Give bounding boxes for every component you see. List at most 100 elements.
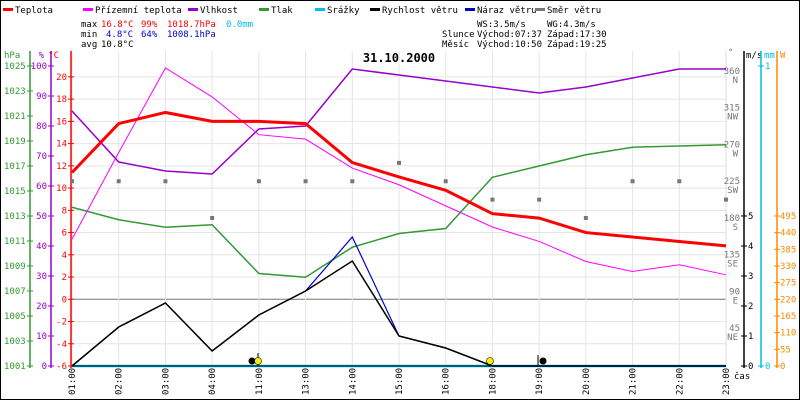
moonset-icon (540, 358, 547, 365)
legend-label: Tlak (271, 6, 293, 16)
pressure-tick-label: 1023 (4, 87, 26, 97)
precip-tick-label: 0 (765, 362, 770, 372)
x-tick-label: 23:00 (722, 368, 732, 395)
min-label: min (81, 30, 97, 40)
solar-tick-label: 275 (780, 279, 796, 289)
wind-direction-point (257, 179, 261, 183)
legend-swatch (535, 8, 545, 11)
sun-label: Slunce (442, 30, 475, 40)
humidity-tick-label: 0 (42, 362, 47, 372)
wind-tick-label: 1 (748, 332, 753, 342)
direction-compass-label: W (733, 149, 739, 159)
direction-compass-label: NE (727, 333, 738, 343)
temperature-tick-label: 6 (62, 229, 67, 239)
moon-label: Měsíc (442, 40, 469, 50)
temperature-tick-label: 4 (62, 251, 67, 261)
max-temp: 16.8°C (101, 20, 134, 30)
direction-compass-label: E (733, 296, 738, 306)
temperature-tick-label: 8 (62, 206, 67, 216)
wind-direction-point (677, 179, 681, 183)
x-tick-label: 02:00 (115, 368, 125, 395)
pressure-tick-label: 1009 (4, 262, 26, 272)
legend-swatch (3, 8, 13, 11)
solar-tick-label: 0 (780, 362, 785, 372)
wind-direction-point (397, 161, 401, 165)
max-precip: 0.0mm (226, 20, 253, 30)
direction-compass-label: NW (727, 113, 738, 123)
moonrise: Východ:10:50 (477, 40, 542, 50)
x-axis-label: čas (734, 371, 750, 382)
wind-tick-label: 3 (748, 272, 753, 282)
wind-tick-label: 2 (748, 302, 753, 312)
max-humidity: 99% (141, 20, 158, 30)
min-temp: 4.8°C (106, 30, 133, 40)
pressure-tick-label: 1025 (4, 62, 26, 72)
precip-tick-label: 1 (765, 62, 770, 72)
x-tick-label: 16:00 (442, 368, 452, 395)
solar-tick-label: 330 (780, 262, 796, 272)
x-tick-label: 18:00 (488, 368, 498, 395)
legend-swatch (83, 8, 93, 11)
temperature-axis-unit: °C (48, 51, 59, 61)
pressure-tick-label: 1007 (4, 287, 26, 297)
pressure-tick-label: 1005 (4, 312, 26, 322)
wind-direction-point (631, 179, 635, 183)
temperature-tick-label: 12 (56, 162, 67, 172)
x-tick-label: 19:00 (535, 368, 545, 395)
wind-direction-point (304, 179, 308, 183)
pressure-tick-label: 1001 (4, 362, 26, 372)
sun-moon-markers (249, 353, 547, 366)
legend-label: Náraz větru (477, 6, 537, 16)
direction-compass-label: SW (727, 186, 738, 196)
sunset: Západ:17:30 (547, 30, 607, 40)
humidity-tick-label: 70 (36, 152, 47, 162)
humidity-axis-unit: % (39, 51, 45, 61)
temperature-tick-label: 0 (62, 295, 67, 305)
stats-block: max 16.8°C 99% 1018.7hPa 0.0mm min 4.8°C… (81, 20, 607, 50)
x-tick-label: 04:00 (208, 368, 218, 395)
solar-tick-label: 440 (780, 229, 796, 239)
humidity-tick-label: 20 (36, 302, 47, 312)
temperature-tick-label: -4 (56, 340, 67, 350)
wind-direction-point (70, 179, 74, 183)
legend-label: Přízemní teplota (95, 6, 182, 16)
wind-direction-point (117, 179, 121, 183)
solar-tick-label: 55 (780, 345, 791, 355)
x-tick-label: 11:00 (255, 368, 265, 395)
wind-direction-point (350, 179, 354, 183)
temperature-tick-label: -6 (56, 362, 67, 372)
sunrise: Východ:07:37 (477, 30, 542, 40)
temperature-tick-label: 10 (56, 184, 67, 194)
min-pressure: 1008.1hPa (167, 30, 216, 40)
solar-tick-label: 385 (780, 245, 796, 255)
legend-swatch (188, 8, 198, 11)
x-tick-label: 22:00 (675, 368, 685, 395)
pressure-tick-label: 1003 (4, 337, 26, 347)
wind-direction-point (490, 198, 494, 202)
legend-label: Směr větru (547, 6, 601, 16)
x-tick-label: 20:00 (582, 368, 592, 395)
wind-direction-point (444, 179, 448, 183)
temperature-tick-label: 14 (56, 140, 67, 150)
pressure-tick-label: 1017 (4, 162, 26, 172)
avg-label: avg (81, 40, 97, 50)
wind-direction-point (163, 179, 167, 183)
wind-direction-point (584, 216, 588, 220)
pressure-tick-label: 1011 (4, 237, 26, 247)
wind-tick-label: 0 (748, 362, 753, 372)
solar-tick-label: 165 (780, 312, 796, 322)
x-tick-label: 21:00 (629, 368, 639, 395)
legend-swatch (370, 8, 380, 11)
temperature-tick-label: 18 (56, 95, 67, 105)
humidity-tick-label: 80 (36, 122, 47, 132)
x-tick-label: 15:00 (395, 368, 405, 395)
legend-label: Rychlost větru (382, 6, 458, 16)
x-tick-label: 14:00 (348, 368, 358, 395)
x-tick-label: 13:00 (302, 368, 312, 395)
pressure-axis-unit: hPa (4, 51, 20, 61)
legend-label: Teplota (15, 6, 53, 16)
max-label: max (81, 20, 98, 30)
